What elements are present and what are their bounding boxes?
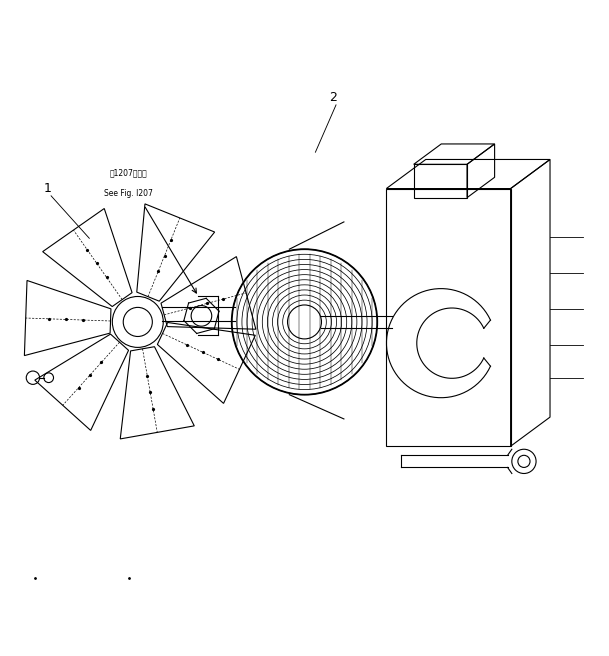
Text: 2: 2 <box>329 91 337 104</box>
Text: See Fig. I207: See Fig. I207 <box>104 189 153 197</box>
Text: 参1207図参照: 参1207図参照 <box>110 169 147 178</box>
Text: 1: 1 <box>44 182 52 195</box>
